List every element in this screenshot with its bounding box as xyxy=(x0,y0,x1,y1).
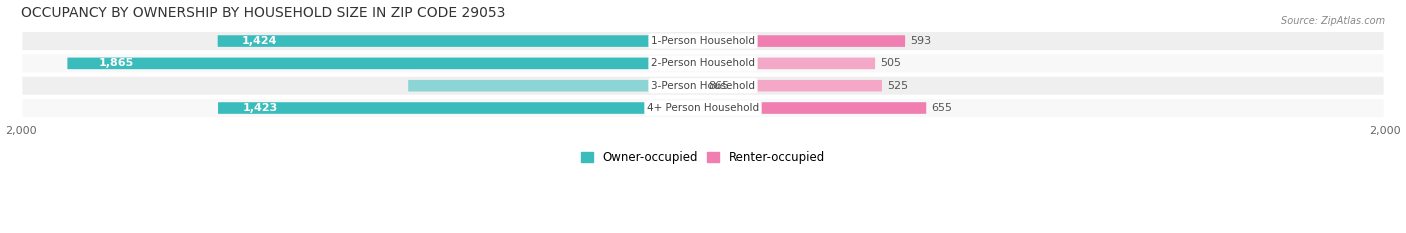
FancyBboxPatch shape xyxy=(703,58,875,69)
Text: 655: 655 xyxy=(931,103,952,113)
FancyBboxPatch shape xyxy=(703,80,882,92)
FancyBboxPatch shape xyxy=(218,102,703,114)
Text: 1,423: 1,423 xyxy=(242,103,277,113)
FancyBboxPatch shape xyxy=(21,31,1385,51)
Text: 2-Person Household: 2-Person Household xyxy=(651,58,755,68)
Text: 865: 865 xyxy=(709,81,730,91)
FancyBboxPatch shape xyxy=(703,102,927,114)
Text: Source: ZipAtlas.com: Source: ZipAtlas.com xyxy=(1281,16,1385,26)
Text: 1,865: 1,865 xyxy=(100,58,135,68)
FancyBboxPatch shape xyxy=(408,80,703,92)
Text: 505: 505 xyxy=(880,58,901,68)
Text: 3-Person Household: 3-Person Household xyxy=(651,81,755,91)
Legend: Owner-occupied, Renter-occupied: Owner-occupied, Renter-occupied xyxy=(581,151,825,164)
Text: OCCUPANCY BY OWNERSHIP BY HOUSEHOLD SIZE IN ZIP CODE 29053: OCCUPANCY BY OWNERSHIP BY HOUSEHOLD SIZE… xyxy=(21,6,506,20)
FancyBboxPatch shape xyxy=(21,53,1385,73)
Text: 1-Person Household: 1-Person Household xyxy=(651,36,755,46)
Text: 4+ Person Household: 4+ Person Household xyxy=(647,103,759,113)
FancyBboxPatch shape xyxy=(218,35,703,47)
FancyBboxPatch shape xyxy=(67,58,703,69)
FancyBboxPatch shape xyxy=(703,35,905,47)
Text: 593: 593 xyxy=(910,36,931,46)
Text: 525: 525 xyxy=(887,81,908,91)
FancyBboxPatch shape xyxy=(21,98,1385,118)
FancyBboxPatch shape xyxy=(21,76,1385,96)
Text: 1,424: 1,424 xyxy=(242,36,277,46)
